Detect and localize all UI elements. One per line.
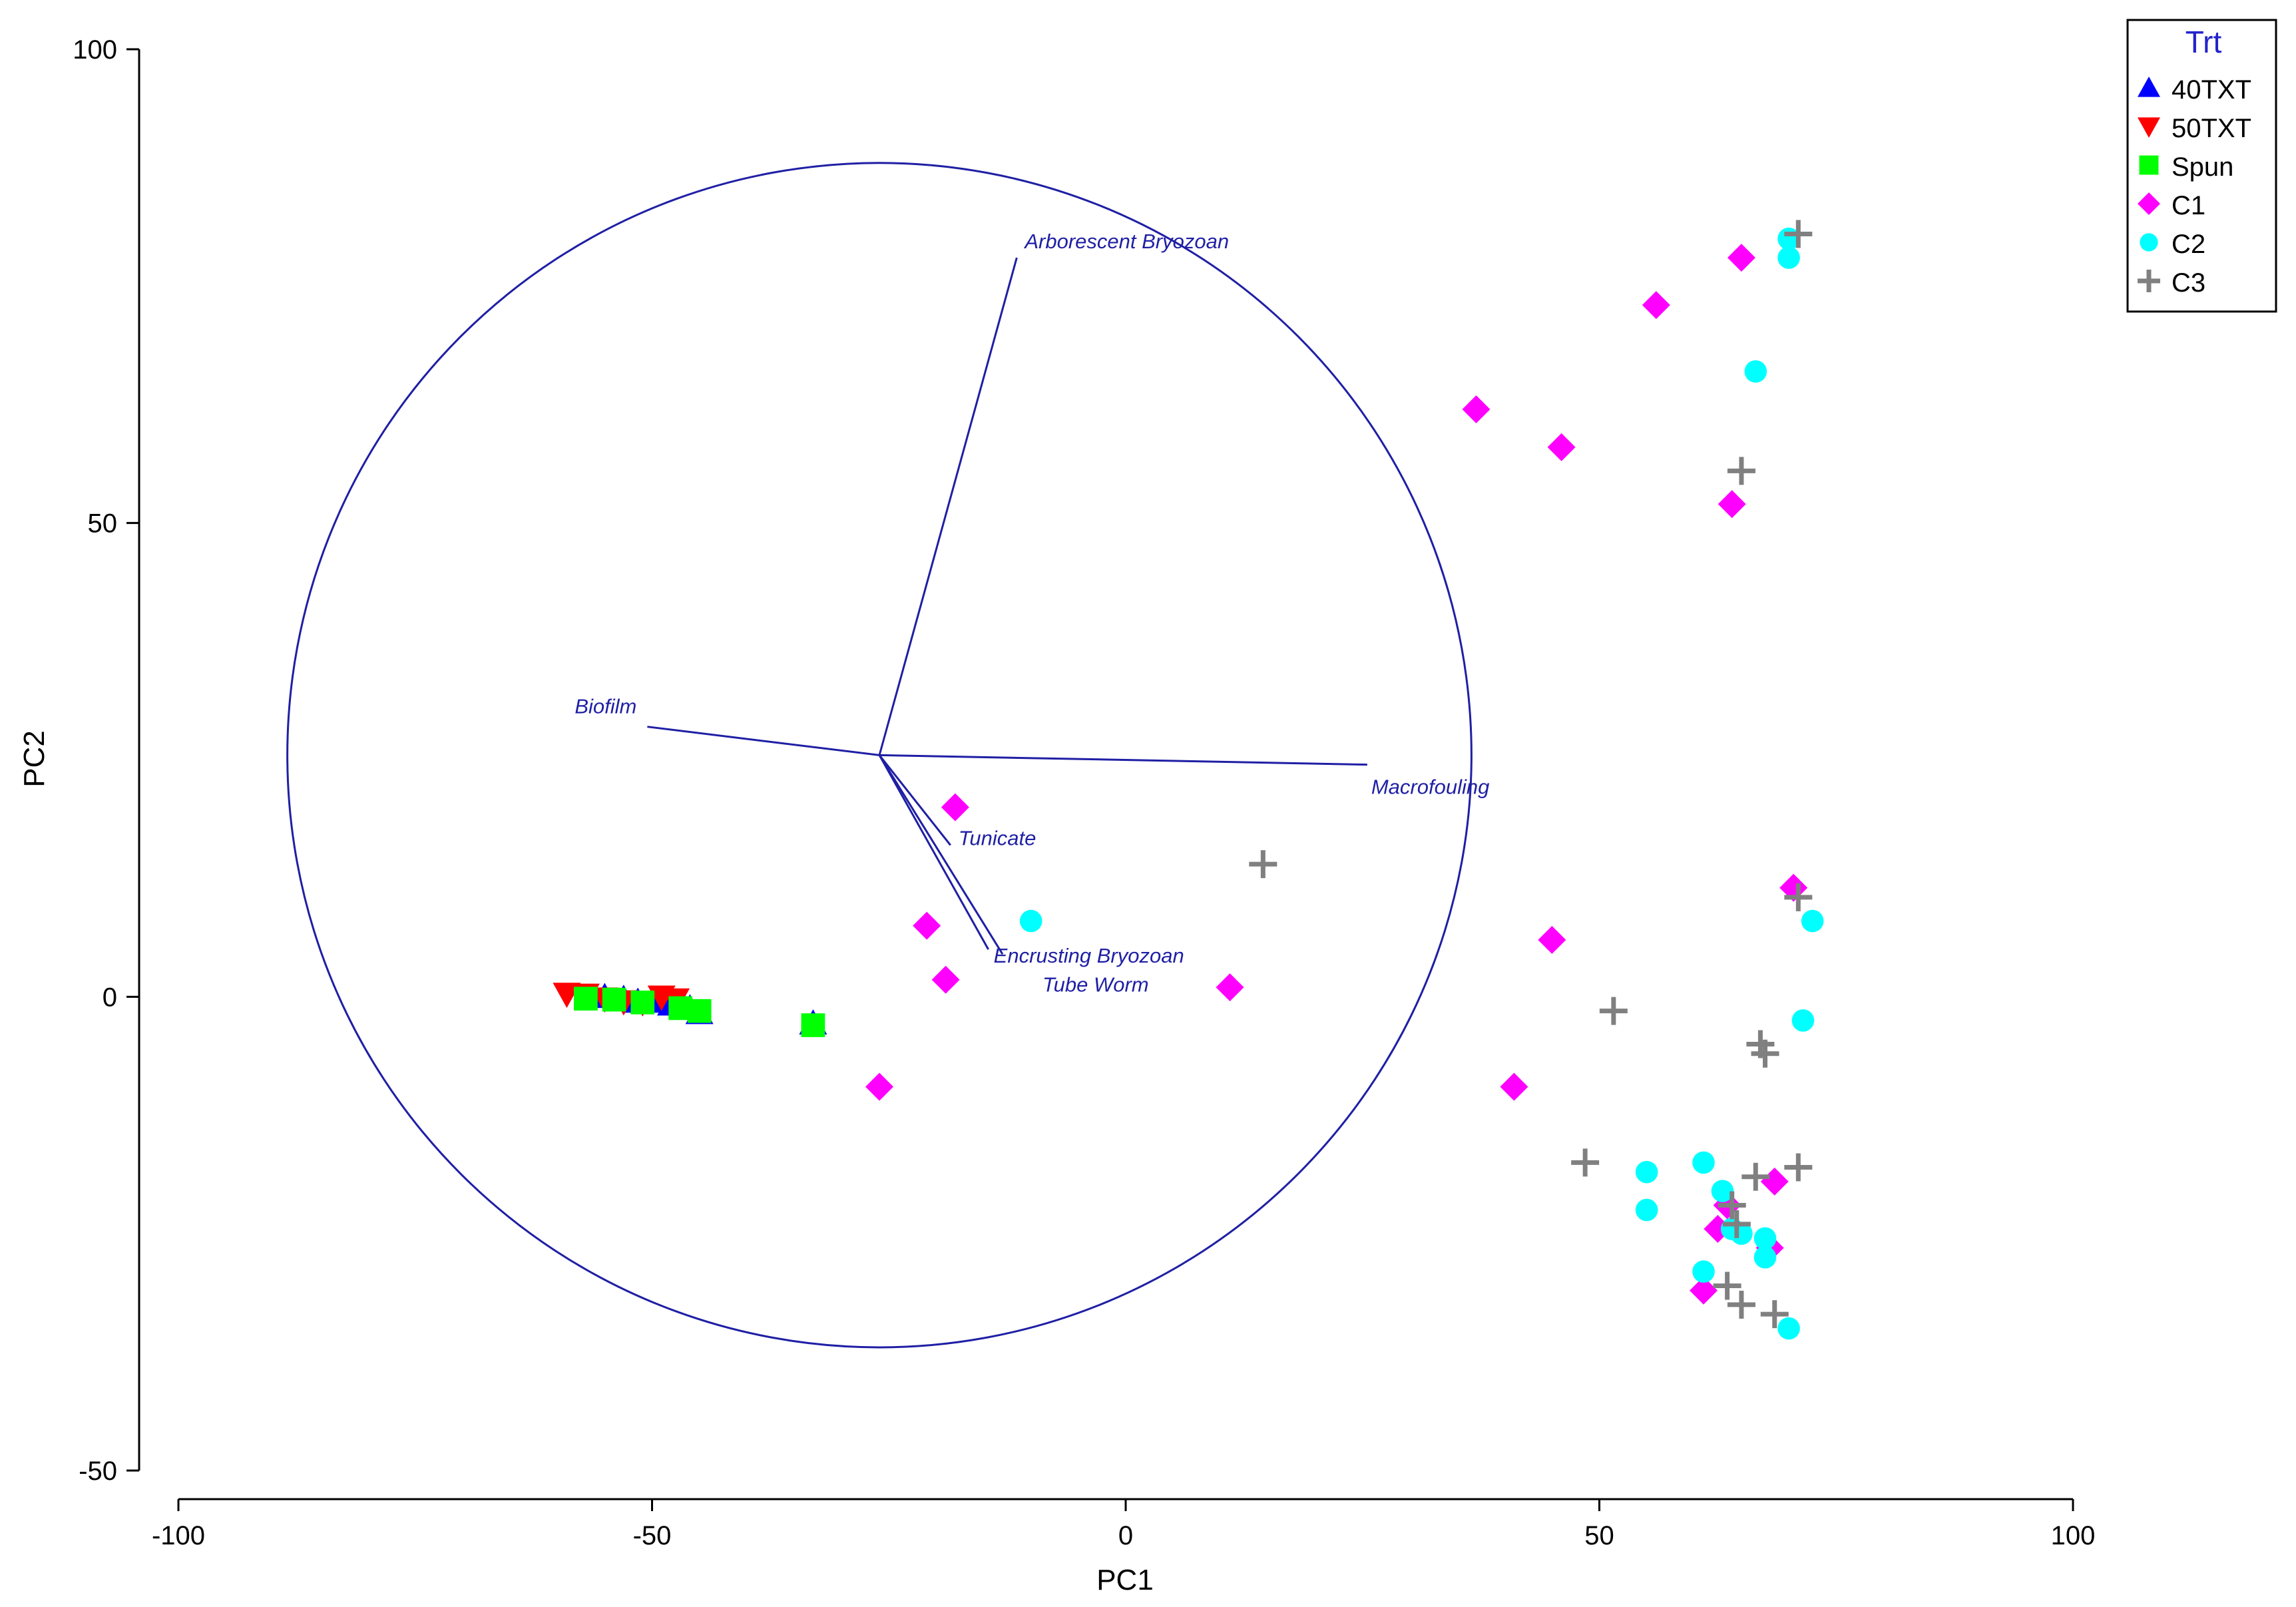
data-point xyxy=(1753,1227,1777,1250)
data-point xyxy=(1744,360,1767,383)
data-point xyxy=(1713,1271,1741,1300)
data-point xyxy=(1784,883,1813,911)
data-point xyxy=(553,983,581,1009)
data-point xyxy=(1462,395,1491,423)
data-point xyxy=(865,1072,894,1101)
series-spun xyxy=(574,987,825,1037)
data-point xyxy=(1216,973,1244,1002)
data-point xyxy=(1760,1300,1789,1329)
data-point xyxy=(1718,1191,1746,1220)
x-tick-label: 50 xyxy=(1584,1521,1614,1550)
series-c1 xyxy=(865,244,1808,1305)
data-point xyxy=(1727,1290,1755,1319)
data-point xyxy=(1538,925,1566,954)
legend-marker xyxy=(2140,233,2158,252)
data-point xyxy=(1642,291,1670,320)
data-point xyxy=(1777,1317,1800,1340)
data-point xyxy=(1751,1039,1779,1068)
legend-marker xyxy=(2138,270,2160,292)
data-point xyxy=(1791,1009,1815,1032)
data-point xyxy=(687,999,712,1023)
vector-line xyxy=(878,754,951,846)
y-tick-label: 100 xyxy=(73,35,117,65)
vector-label: Tube Worm xyxy=(1042,973,1149,996)
x-tick-label: 0 xyxy=(1118,1521,1133,1550)
legend-marker xyxy=(2138,77,2160,97)
vector-label: Biofilm xyxy=(574,695,636,718)
data-point xyxy=(1722,1210,1751,1238)
data-point xyxy=(1635,1198,1658,1222)
y-tick-label: 50 xyxy=(88,509,118,539)
legend-marker xyxy=(2138,117,2160,138)
legend: Trt 40TXT 50TXT Spun C1 C2 C3 xyxy=(2126,19,2277,313)
data-point xyxy=(941,793,969,821)
legend-marker xyxy=(2138,192,2160,215)
y-axis-title: PC2 xyxy=(18,730,51,788)
data-point xyxy=(1760,1167,1789,1196)
data-point xyxy=(1711,1180,1734,1202)
vector-line xyxy=(878,257,1018,756)
data-point xyxy=(1500,1072,1528,1101)
data-point xyxy=(1727,457,1755,485)
legend-label: C2 xyxy=(2172,230,2205,259)
data-point xyxy=(1784,1153,1813,1182)
data-point xyxy=(1019,909,1042,933)
legend-marker xyxy=(2139,155,2159,175)
data-point xyxy=(1753,1246,1777,1269)
series-c3 xyxy=(1249,220,1813,1329)
data-point xyxy=(1249,850,1277,879)
data-point xyxy=(1801,909,1824,933)
x-tick-label: -50 xyxy=(633,1521,672,1550)
legend-title: Trt xyxy=(2185,25,2222,59)
data-point xyxy=(1692,1151,1715,1174)
y-tick-label: -50 xyxy=(79,1457,117,1486)
axes: -50 0 50 100 -100 -50 0 50 100 PC1 PC2 xyxy=(18,35,2095,1596)
vector-label: Macrofouling xyxy=(1371,776,1489,799)
vector-line xyxy=(878,754,1004,955)
x-tick-label: -100 xyxy=(152,1521,205,1550)
vector-label: Encrusting Bryozoan xyxy=(994,944,1184,967)
data-point xyxy=(1690,1276,1718,1305)
data-point xyxy=(1599,997,1628,1025)
data-point xyxy=(913,911,941,940)
data-point xyxy=(1718,490,1746,519)
data-point xyxy=(1741,1162,1770,1191)
plot-area: Arborescent Bryozoan Biofilm Macrofouling T… xyxy=(286,162,1824,1349)
y-tick-label: 0 xyxy=(103,983,117,1012)
legend-label: 40TXT xyxy=(2172,75,2251,105)
data-point xyxy=(1635,1160,1658,1184)
data-point xyxy=(1692,1260,1715,1283)
data-point xyxy=(574,987,598,1011)
vector-label: Tunicate xyxy=(959,827,1036,850)
vector-line xyxy=(878,754,989,950)
legend-label: C1 xyxy=(2172,191,2205,220)
data-point xyxy=(1547,433,1576,461)
legend-label: C3 xyxy=(2172,268,2205,298)
data-point xyxy=(1571,1148,1600,1177)
data-point xyxy=(801,1013,825,1037)
correlation-circle xyxy=(286,162,1473,1349)
data-point xyxy=(931,965,960,994)
legend-label: Spun xyxy=(2172,152,2233,182)
data-point xyxy=(1777,246,1800,269)
data-point xyxy=(602,987,626,1012)
x-tick-label: 100 xyxy=(2051,1521,2096,1550)
data-point xyxy=(630,991,655,1015)
x-axis-title: PC1 xyxy=(1096,1564,1154,1596)
vector-label: Arborescent Bryozoan xyxy=(1023,230,1229,253)
legend-label: 50TXT xyxy=(2172,114,2251,143)
vector-line xyxy=(647,726,880,756)
vector-line xyxy=(879,754,1367,766)
data-point xyxy=(1784,220,1813,248)
data-point xyxy=(1727,244,1755,272)
